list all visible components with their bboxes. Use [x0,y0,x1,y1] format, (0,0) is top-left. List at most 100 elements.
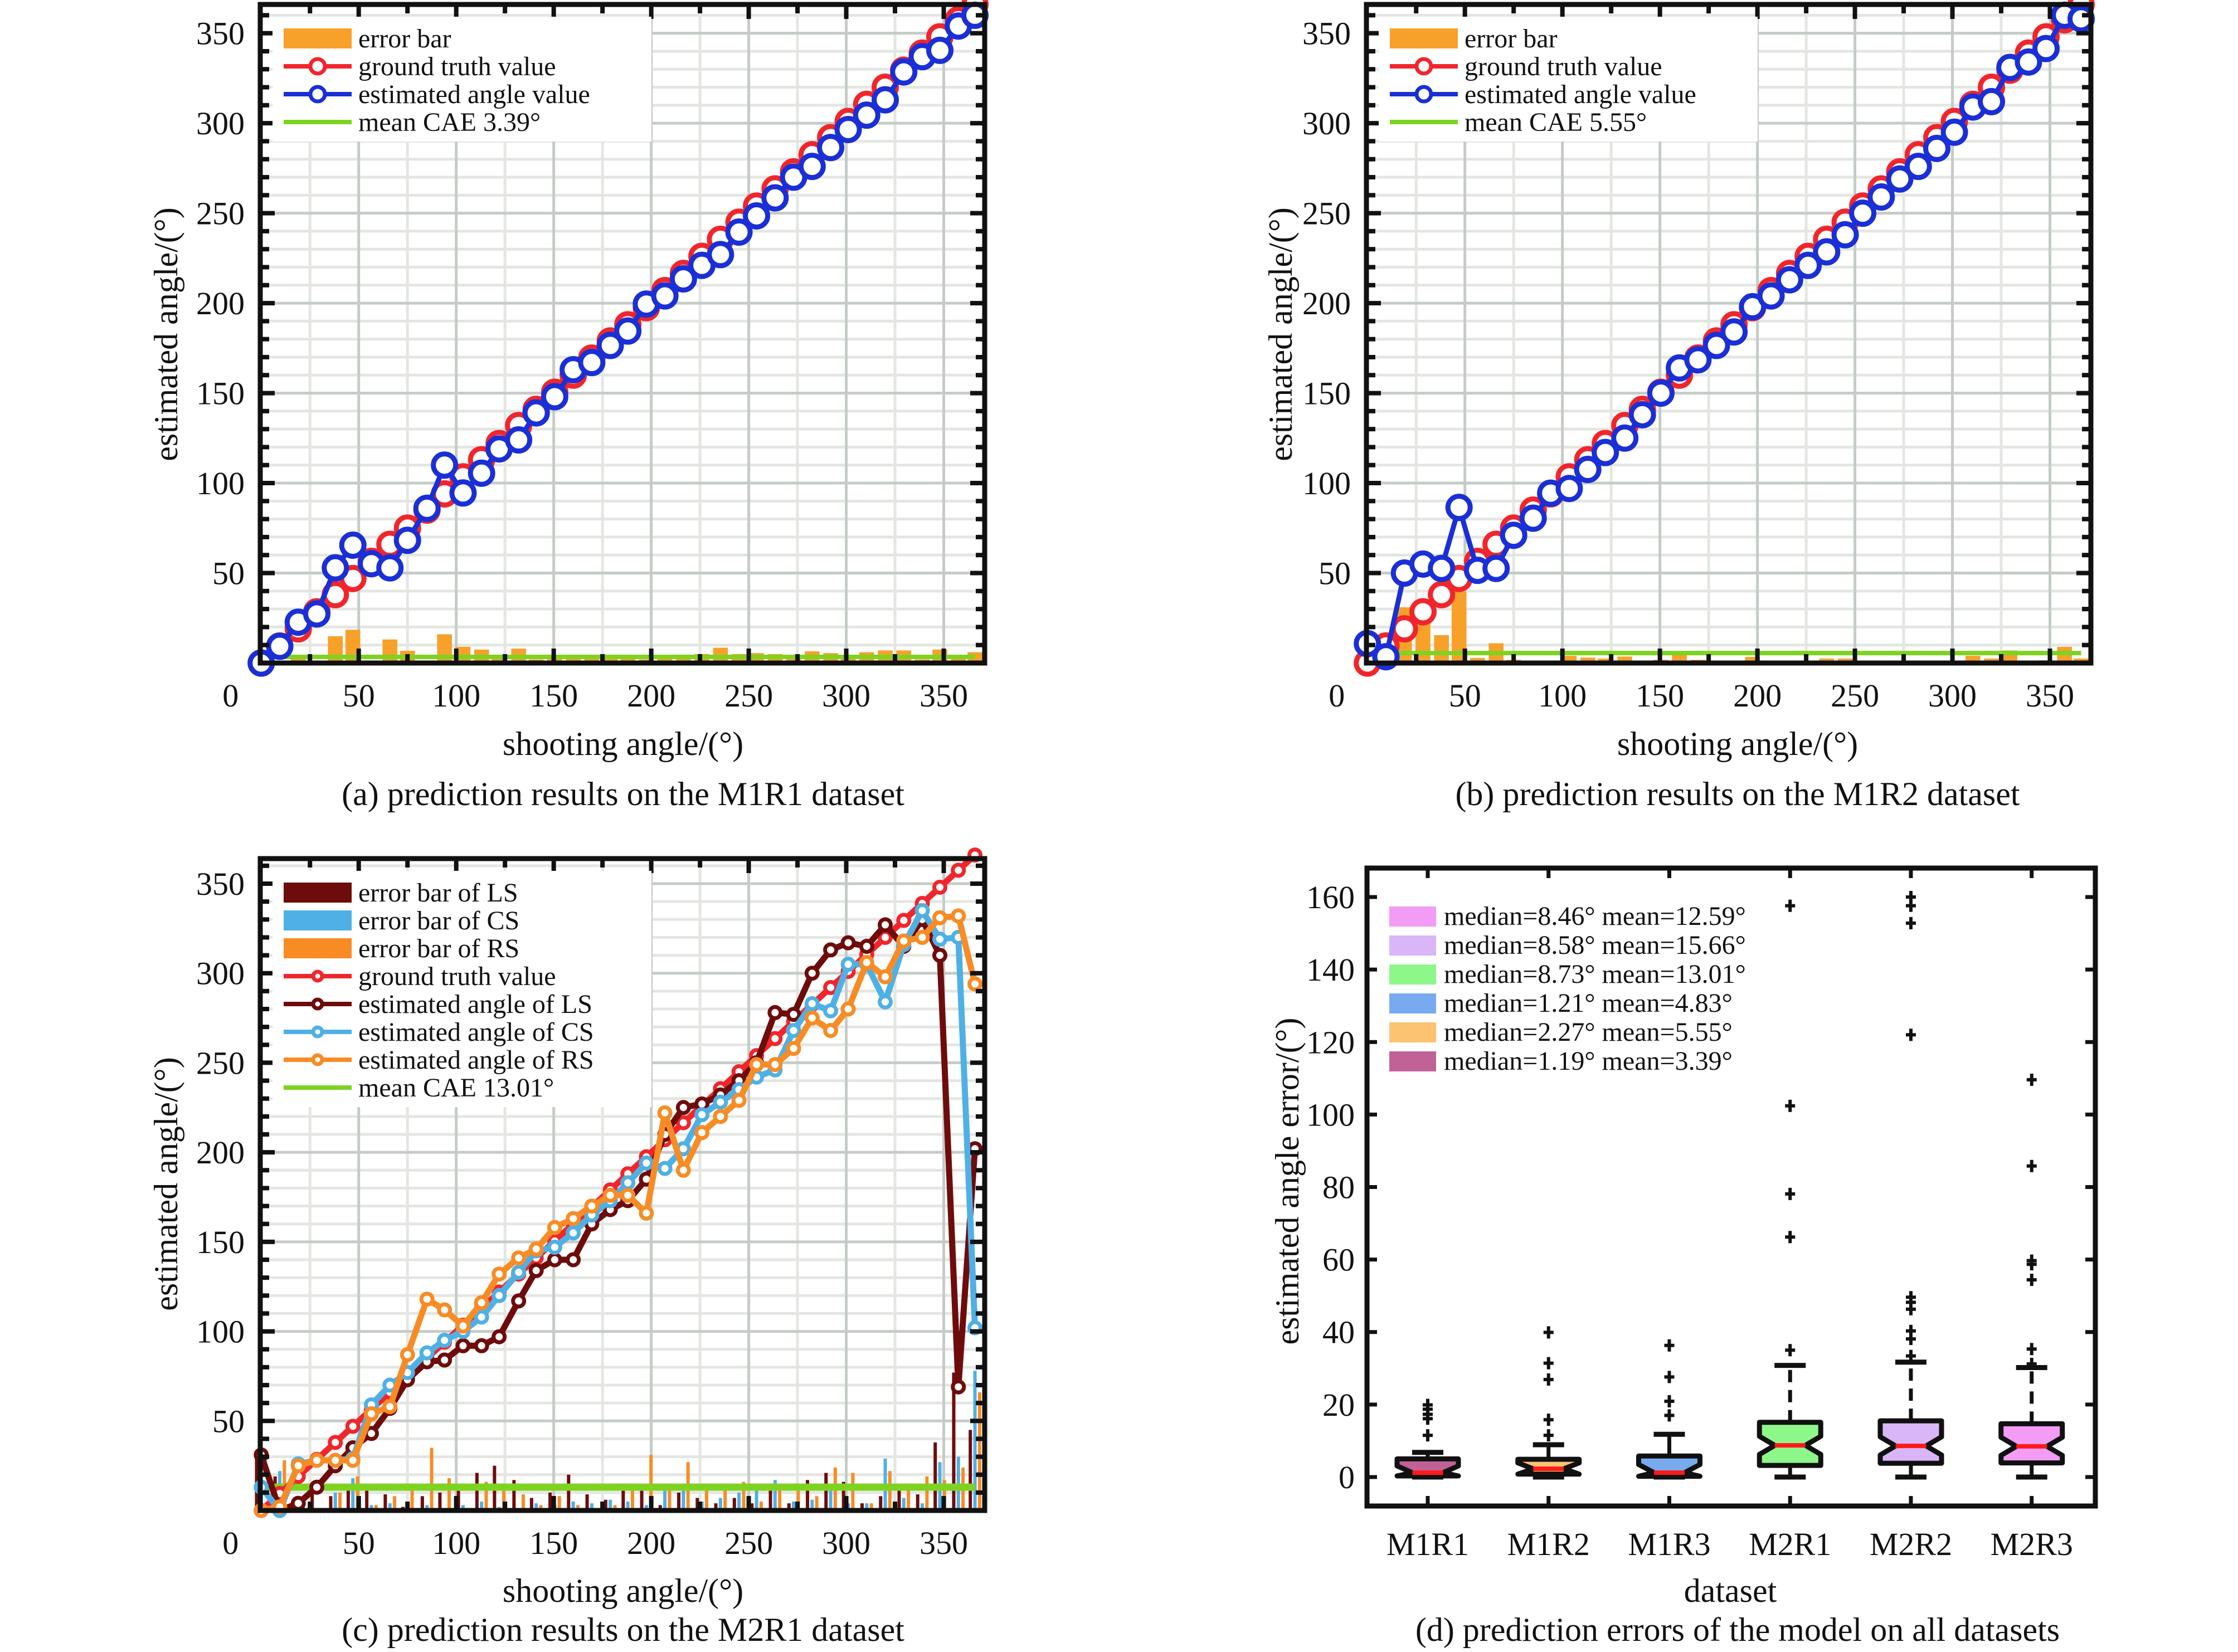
error-bar-b-0 [1617,656,1632,663]
data-point [339,531,367,559]
data-point [853,101,880,129]
y-tick-label: 200 [196,285,245,321]
data-point [547,1220,562,1235]
data-point [437,1302,453,1318]
data-point [376,554,404,582]
data-point [713,1109,728,1124]
legend-swatch [1389,935,1436,956]
data-point [786,1007,801,1022]
data-point [932,932,948,947]
data-point [823,1003,839,1019]
data-point [1500,522,1527,549]
data-point [951,908,966,924]
caption-b: (b) prediction results on the M1R2 datas… [1455,776,2020,812]
x-tick-label: 0 [222,1525,239,1561]
error-bar-c-1 [682,1483,685,1510]
error-bar-c-2 [942,1480,946,1510]
legend-entry-text: ground truth value [358,962,556,991]
error-bar-c-2 [796,1483,800,1510]
legend-swatch [1389,907,1436,927]
error-bar-c-1 [425,1505,429,1510]
error-bar-c-0 [787,1503,791,1510]
error-bar-c-0 [585,1494,589,1510]
y-tick-label: 100 [1302,465,1351,501]
series-line-1 [258,916,978,1514]
error-bar-c-1 [902,1498,906,1510]
error-bar-c-0 [548,1492,552,1510]
error-bar-c-0 [329,1496,333,1510]
error-bar-c-2 [907,1487,911,1510]
error-bar-c-0 [420,1496,424,1510]
data-point [400,1347,415,1362]
error-bar-c-2 [338,1492,342,1510]
error-bar-c-2 [393,1496,397,1510]
error-bar-c-2 [630,1489,634,1510]
data-point [1684,346,1712,374]
error-bar-c-1 [737,1492,741,1510]
error-bar-c-2 [649,1455,653,1510]
category-label: M1R1 [1386,1526,1469,1562]
x-tick-label: 50 [343,1525,375,1561]
data-point [951,1379,966,1395]
error-bar-a-0 [657,657,673,663]
y-tick-label: 80 [1322,1169,1355,1206]
error-bar-c-2 [778,1483,782,1510]
data-point [2015,48,2042,76]
legend-entry-text: error bar [358,24,451,53]
error-bar-c-2 [815,1496,819,1510]
legend-swatch [1389,1022,1436,1042]
category-label: M1R2 [1507,1526,1590,1562]
x-tick-label: 350 [919,678,968,714]
legend-entry-text: mean CAE 5.55° [1465,108,1647,137]
error-bar-c-0 [732,1498,736,1510]
data-point [455,1338,471,1353]
error-bar-c-0 [640,1489,644,1510]
data-point [1849,199,1877,227]
data-point [547,1240,562,1255]
legend-entry-text: ground truth value [1465,52,1662,81]
data-point [468,459,495,487]
data-point [596,332,624,359]
legend-swatch-marker [1414,57,1433,76]
error-bar-a-0 [290,656,306,663]
error-bar-c-2 [356,1476,359,1510]
error-bar-c-0 [969,1430,972,1510]
x-tick-label: 350 [919,1525,968,1561]
error-bar-c-0 [916,1494,919,1510]
data-point [1813,238,1841,266]
legend-swatch-bar [284,883,352,903]
data-point [322,554,349,582]
data-point [437,1333,453,1348]
error-bar-c-1 [590,1503,593,1510]
error-bar-c-1 [865,1503,869,1510]
error-bar-b-0 [1434,635,1449,663]
box-M2R3-body [1998,1421,2065,1466]
error-bar-c-1 [480,1501,484,1510]
data-point [657,1161,673,1176]
y-tick-label: 100 [196,1314,245,1350]
legend-entry-text: error bar of CS [358,906,519,935]
data-point [474,1338,489,1353]
data-point [675,1162,691,1178]
data-point [823,979,839,995]
data-point [492,1329,507,1344]
legend-entry-text: estimated angle value [358,80,590,109]
y-tick-label: 300 [1302,105,1351,142]
series-line-3 [260,913,978,1514]
data-point [914,929,930,945]
x-axis-label-c: shooting angle/(°) [503,1572,743,1609]
data-point [731,1093,747,1108]
data-point [657,1105,673,1120]
legend-swatch [1389,993,1436,1013]
error-bar-c-0 [310,1487,314,1510]
error-bar-c-2 [742,1482,746,1510]
legend-swatch-marker [311,1053,324,1066]
data-point [1428,554,1456,582]
y-tick-label: 0 [1339,1459,1355,1495]
error-bar-a-0 [620,656,635,663]
data-point [767,1057,783,1073]
error-bar-c-1 [609,1499,612,1510]
error-bar-c-2 [539,1505,543,1510]
y-tick-label: 350 [196,866,245,902]
data-point [767,1031,783,1046]
